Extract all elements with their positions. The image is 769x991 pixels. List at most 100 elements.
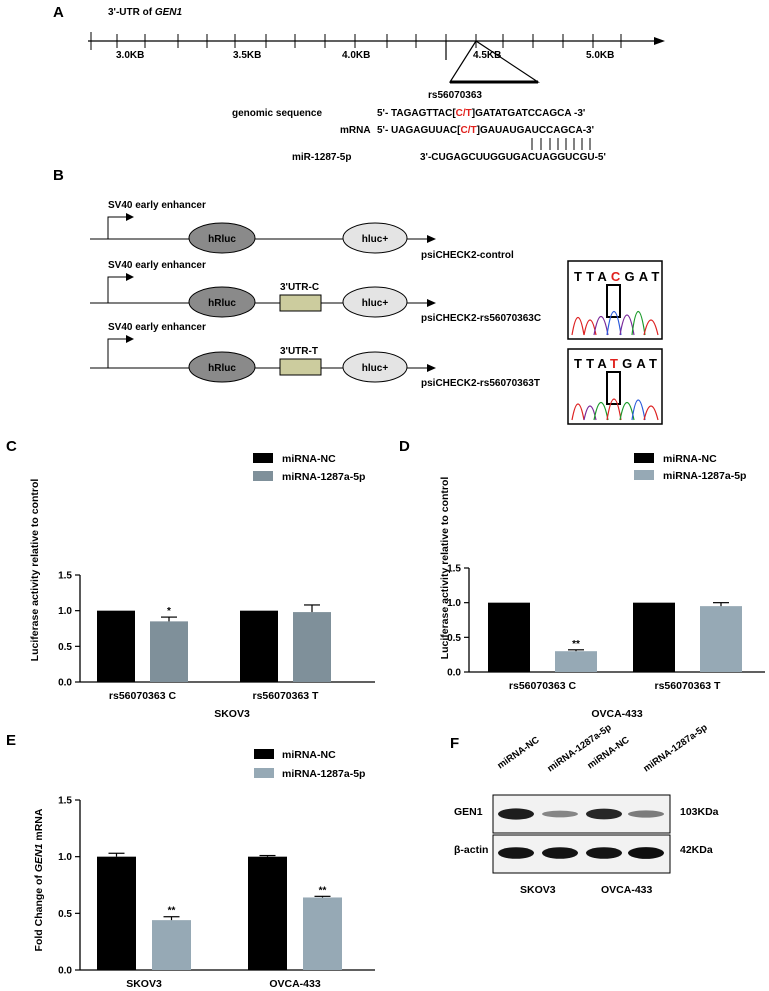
- hluc-label: hluc+: [362, 234, 389, 245]
- legend-label-nc: miRNA-NC: [663, 453, 717, 465]
- legend-label-nc: miRNA-NC: [282, 453, 336, 465]
- hluc-label: hluc+: [362, 363, 389, 374]
- significance-marker: *: [167, 606, 171, 617]
- group-label: OVCA-433: [601, 884, 653, 896]
- blot-row-actin: [492, 834, 671, 874]
- hrluc-gene: [188, 222, 256, 254]
- category-label: SKOV3: [126, 978, 162, 990]
- tick-label: 5.0KB: [586, 50, 614, 61]
- tick-label: 4.0KB: [342, 50, 370, 61]
- chart-e: 0.0 0.5 1.0 1.5 Fold Change of GEN1 mRNA ** SK…: [33, 796, 375, 990]
- significance-marker: **: [319, 885, 327, 896]
- lane-label: miRNA-1287a-5p: [545, 722, 613, 774]
- promoter-arrow: [107, 216, 128, 239]
- y-axis-label: Luciferase activity relative to control: [29, 479, 41, 662]
- panel-b-label: B: [53, 167, 64, 184]
- significance-marker: **: [572, 639, 580, 650]
- y-axis-label: Luciferase activity relative to control: [439, 477, 451, 660]
- utr-c-label: 3'UTR-C: [280, 282, 319, 293]
- bar: [240, 610, 278, 682]
- lane-label: miRNA-NC: [495, 735, 541, 772]
- size-label: 42KDa: [680, 844, 713, 856]
- promoter-arrow: [107, 338, 128, 368]
- bar: [150, 621, 188, 682]
- pairing-lines: [531, 138, 591, 150]
- utr-c-box: [279, 294, 322, 312]
- y-tick-label: 0.5: [58, 909, 72, 920]
- blot-band: [586, 847, 622, 859]
- variant-highlight: [606, 371, 621, 405]
- panel-e-label: E: [6, 732, 16, 749]
- panel-f: F miRNA-NC miRNA-1287a-5p miRNA-NC miRNA…: [450, 722, 719, 896]
- bar: [633, 602, 675, 672]
- bar: [488, 602, 530, 672]
- panel-d-label: D: [399, 438, 410, 455]
- bar: [700, 606, 742, 672]
- hrluc-label: hRluc: [208, 363, 236, 374]
- enhancer-label: SV40 early enhancer: [108, 200, 206, 211]
- y-tick-label: 0.5: [58, 642, 72, 653]
- panel-a: A 3'-UTR of GEN1 3.0KB 3.5KB 4.0KB 4.5KB…: [53, 4, 665, 163]
- y-axis-label: Fold Change of GEN1 mRNA: [33, 808, 45, 951]
- blot-band: [586, 808, 622, 820]
- legend-label-mir: miRNA-1287a-5p: [282, 471, 365, 483]
- hrluc-gene: [188, 351, 256, 383]
- utr-t-box: [279, 358, 322, 376]
- bar: [97, 610, 135, 682]
- chromatogram-c: TTACGAT: [567, 260, 663, 340]
- y-tick-label: 0.0: [58, 966, 72, 977]
- hrluc-label: hRluc: [208, 298, 236, 309]
- size-label: 103KDa: [680, 806, 719, 818]
- category-label: rs56070363 C: [509, 680, 577, 692]
- mir-seq: 3'-CUGAGCUUGGUGACUAGGUCGU-5': [420, 152, 606, 163]
- y-tick-label: 0.5: [447, 633, 461, 644]
- x-axis-label: SKOV3: [214, 708, 250, 720]
- genomic-label: genomic sequence: [232, 108, 322, 119]
- bar: [293, 612, 331, 682]
- construct-label: psiCHECK2-rs56070363T: [421, 378, 540, 389]
- blot-band: [542, 847, 578, 859]
- hluc-gene: [342, 222, 408, 254]
- legend-swatch-nc: [254, 749, 274, 759]
- snp-label: rs56070363: [428, 90, 482, 101]
- y-tick-label: 1.0: [447, 598, 461, 609]
- chart-e-legend: miRNA-NC miRNA-1287a-5p: [254, 749, 365, 780]
- bar: [303, 897, 342, 970]
- legend-label-mir: miRNA-1287a-5p: [282, 768, 365, 780]
- y-tick-label: 0.0: [58, 678, 72, 689]
- mrna-seq: 5'- UAGAGUUAC[C/T]GAUAUGAUCCAGCA-3': [377, 125, 594, 136]
- category-label: OVCA-433: [269, 978, 321, 990]
- zoom-triangle: [448, 40, 540, 83]
- y-tick-label: 1.0: [58, 606, 72, 617]
- blot-band: [498, 847, 534, 859]
- chart-c: 0.0 0.5 1.0 1.5 Luciferase activity relative…: [29, 479, 375, 720]
- y-tick-label: 1.5: [447, 564, 461, 575]
- row-label: GEN1: [454, 806, 483, 818]
- panel-a-label: A: [53, 4, 64, 21]
- variant-highlight: [606, 284, 621, 318]
- legend-label-mir: miRNA-1287a-5p: [663, 470, 746, 482]
- legend-label-nc: miRNA-NC: [282, 749, 336, 761]
- hluc-gene: [342, 286, 408, 318]
- bar: [248, 856, 287, 970]
- y-tick-label: 0.0: [447, 668, 461, 679]
- y-tick-label: 1.0: [58, 852, 72, 863]
- promoter-arrow: [107, 276, 128, 303]
- axis-arrowhead: [654, 37, 665, 45]
- backbone-arrowhead: [427, 235, 436, 243]
- legend-swatch-mir: [634, 470, 654, 480]
- blot-band: [628, 847, 664, 859]
- utr-title: 3'-UTR of GEN1: [108, 7, 182, 18]
- bar: [555, 651, 597, 672]
- category-label: rs56070363 T: [655, 680, 722, 692]
- genomic-seq: 5'- TAGAGTTAC[C/T]GATATGATCCAGCA -3': [377, 108, 585, 119]
- mrna-label: mRNA: [340, 125, 371, 136]
- blot-row-gen1: [492, 794, 671, 834]
- chromatogram-t: TTATGAT: [567, 348, 663, 425]
- significance-marker: **: [168, 906, 176, 917]
- x-axis-label: OVCA-433: [591, 708, 643, 720]
- hrluc-gene: [188, 286, 256, 318]
- utr-t-label: 3'UTR-T: [280, 346, 318, 357]
- construct-label: psiCHECK2-control: [421, 250, 514, 261]
- hluc-label: hluc+: [362, 298, 389, 309]
